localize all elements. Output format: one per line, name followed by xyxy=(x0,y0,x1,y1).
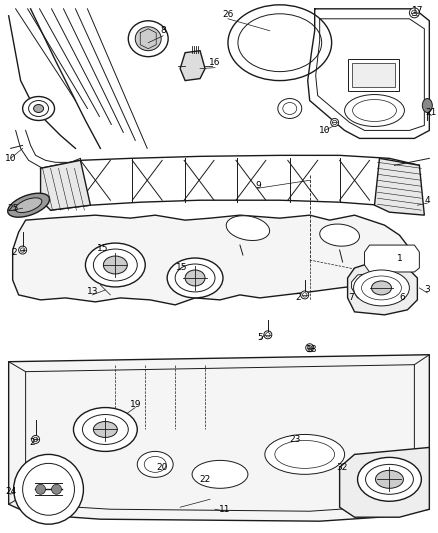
Ellipse shape xyxy=(228,5,332,80)
Polygon shape xyxy=(348,59,399,91)
Ellipse shape xyxy=(422,99,432,112)
Text: 9: 9 xyxy=(255,181,261,190)
Ellipse shape xyxy=(226,216,270,240)
Text: 15: 15 xyxy=(177,263,188,272)
Text: 19: 19 xyxy=(130,400,141,409)
Ellipse shape xyxy=(93,249,137,281)
Text: 24: 24 xyxy=(5,487,16,496)
Ellipse shape xyxy=(331,118,339,126)
Ellipse shape xyxy=(332,120,337,125)
Ellipse shape xyxy=(320,224,360,246)
Ellipse shape xyxy=(414,499,424,509)
Ellipse shape xyxy=(8,193,49,217)
Text: 8: 8 xyxy=(160,26,166,35)
Ellipse shape xyxy=(15,198,42,213)
Polygon shape xyxy=(348,260,417,315)
Ellipse shape xyxy=(238,14,321,71)
Ellipse shape xyxy=(19,246,27,254)
Ellipse shape xyxy=(275,440,335,469)
Text: 18: 18 xyxy=(306,345,318,354)
Ellipse shape xyxy=(21,248,25,252)
Text: 21: 21 xyxy=(426,108,437,117)
Text: 11: 11 xyxy=(219,505,231,514)
Text: 7: 7 xyxy=(349,293,354,302)
Ellipse shape xyxy=(185,270,205,286)
Ellipse shape xyxy=(144,456,166,472)
Ellipse shape xyxy=(74,408,137,451)
Polygon shape xyxy=(364,245,419,272)
Polygon shape xyxy=(41,160,90,210)
Text: 5: 5 xyxy=(257,333,263,342)
Text: 20: 20 xyxy=(156,463,168,472)
Ellipse shape xyxy=(35,484,46,494)
Ellipse shape xyxy=(301,291,309,299)
Ellipse shape xyxy=(175,264,215,292)
Ellipse shape xyxy=(353,270,410,306)
Polygon shape xyxy=(339,447,429,517)
Text: 3: 3 xyxy=(424,286,430,294)
Text: 2: 2 xyxy=(12,247,18,256)
Ellipse shape xyxy=(283,102,297,115)
Polygon shape xyxy=(13,215,410,305)
Ellipse shape xyxy=(345,94,404,126)
Polygon shape xyxy=(352,272,389,298)
Ellipse shape xyxy=(303,293,307,297)
Ellipse shape xyxy=(137,451,173,478)
Text: 15: 15 xyxy=(97,244,108,253)
Ellipse shape xyxy=(192,461,248,488)
Polygon shape xyxy=(180,51,205,80)
Ellipse shape xyxy=(412,10,417,15)
Ellipse shape xyxy=(306,344,314,352)
Ellipse shape xyxy=(14,455,83,524)
Ellipse shape xyxy=(85,243,145,287)
Text: 6: 6 xyxy=(399,293,405,302)
Ellipse shape xyxy=(357,457,421,501)
Ellipse shape xyxy=(375,470,403,488)
Ellipse shape xyxy=(266,333,270,337)
Ellipse shape xyxy=(410,8,419,18)
Text: 25: 25 xyxy=(7,204,18,213)
Ellipse shape xyxy=(361,276,401,300)
Ellipse shape xyxy=(417,502,422,507)
Text: 16: 16 xyxy=(209,58,221,67)
Ellipse shape xyxy=(167,258,223,298)
Text: 1: 1 xyxy=(396,254,402,263)
Ellipse shape xyxy=(28,101,49,117)
Text: 32: 32 xyxy=(336,463,347,472)
Text: 2: 2 xyxy=(295,293,300,302)
Ellipse shape xyxy=(265,434,345,474)
Ellipse shape xyxy=(93,422,117,438)
Ellipse shape xyxy=(264,331,272,339)
Text: 4: 4 xyxy=(424,196,430,205)
Ellipse shape xyxy=(366,464,413,494)
Ellipse shape xyxy=(307,345,312,350)
Text: 2: 2 xyxy=(30,438,35,447)
Text: 13: 13 xyxy=(87,287,98,296)
Ellipse shape xyxy=(278,99,302,118)
Text: 10: 10 xyxy=(319,126,330,135)
Ellipse shape xyxy=(103,256,127,274)
Polygon shape xyxy=(352,63,396,86)
Ellipse shape xyxy=(82,415,128,445)
Text: 22: 22 xyxy=(199,475,211,484)
Ellipse shape xyxy=(128,21,168,56)
Ellipse shape xyxy=(52,484,61,494)
Ellipse shape xyxy=(23,463,74,515)
Text: 23: 23 xyxy=(289,435,300,444)
Ellipse shape xyxy=(353,100,396,122)
Text: 10: 10 xyxy=(5,154,16,163)
Ellipse shape xyxy=(33,437,38,442)
Ellipse shape xyxy=(135,27,161,51)
Polygon shape xyxy=(9,355,429,521)
Polygon shape xyxy=(374,158,424,215)
Ellipse shape xyxy=(34,104,43,112)
Text: 17: 17 xyxy=(412,6,423,15)
Ellipse shape xyxy=(23,96,54,120)
Ellipse shape xyxy=(371,281,392,295)
Text: 26: 26 xyxy=(222,10,233,19)
Ellipse shape xyxy=(32,435,39,443)
